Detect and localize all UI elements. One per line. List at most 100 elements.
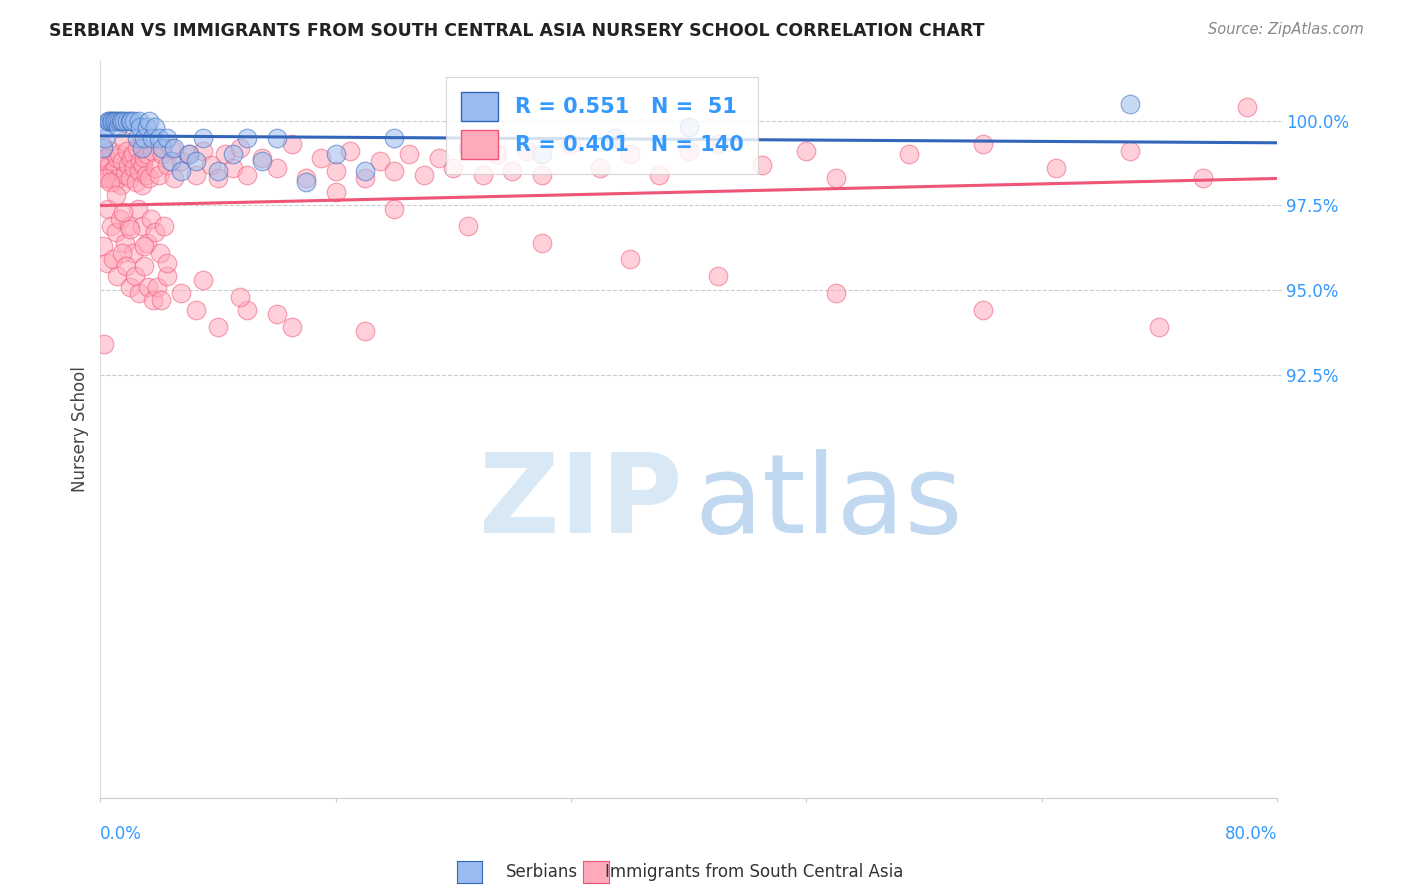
Point xyxy=(94,168,117,182)
Point xyxy=(120,222,142,236)
Point xyxy=(1236,100,1258,114)
Point xyxy=(1119,144,1142,158)
Point xyxy=(110,113,132,128)
Point xyxy=(427,151,450,165)
Point xyxy=(148,168,170,182)
Point xyxy=(207,164,229,178)
Point xyxy=(111,154,134,169)
Point xyxy=(104,161,127,175)
Point xyxy=(108,147,131,161)
Point xyxy=(131,141,153,155)
Point xyxy=(1147,320,1170,334)
Point xyxy=(132,259,155,273)
Point xyxy=(91,239,114,253)
Point xyxy=(150,141,173,155)
Point xyxy=(148,130,170,145)
Point xyxy=(98,113,121,128)
Point xyxy=(122,113,145,128)
Point xyxy=(136,279,159,293)
Point xyxy=(128,113,150,128)
Point xyxy=(97,113,120,128)
Point xyxy=(115,259,138,273)
Point xyxy=(354,324,377,338)
Text: 80.0%: 80.0% xyxy=(1225,825,1277,843)
Point xyxy=(132,158,155,172)
Point xyxy=(339,144,361,158)
Point xyxy=(124,175,146,189)
Point xyxy=(150,293,173,307)
Point xyxy=(184,168,207,182)
Point xyxy=(441,161,464,175)
Point xyxy=(170,154,193,169)
Point xyxy=(127,141,149,155)
Point xyxy=(457,141,479,155)
Point xyxy=(107,171,129,186)
Point xyxy=(104,226,127,240)
Point xyxy=(111,113,134,128)
Point xyxy=(136,147,159,161)
Point xyxy=(160,154,183,169)
Point xyxy=(112,205,135,219)
Point xyxy=(170,164,193,178)
Point xyxy=(751,158,773,172)
Point xyxy=(101,113,124,128)
Point xyxy=(236,168,259,182)
Point xyxy=(214,147,236,161)
Point xyxy=(101,252,124,267)
Point xyxy=(193,273,215,287)
Point xyxy=(155,256,177,270)
Point xyxy=(560,137,582,152)
Point xyxy=(530,235,553,250)
Point xyxy=(115,144,138,158)
Point xyxy=(94,130,117,145)
Point xyxy=(250,154,273,169)
Point xyxy=(120,113,142,128)
Point xyxy=(266,307,288,321)
Point xyxy=(177,147,200,161)
Point xyxy=(120,279,142,293)
Point xyxy=(138,113,160,128)
Point xyxy=(368,154,391,169)
Point xyxy=(530,147,553,161)
Point xyxy=(108,113,131,128)
Point xyxy=(118,219,141,233)
Point xyxy=(127,130,149,145)
Text: 0.0%: 0.0% xyxy=(100,825,142,843)
Point xyxy=(707,137,730,152)
Point xyxy=(93,337,115,351)
Point xyxy=(354,164,377,178)
Point xyxy=(146,279,169,293)
Point xyxy=(124,269,146,284)
Point xyxy=(325,164,347,178)
Point xyxy=(142,293,165,307)
Point xyxy=(236,303,259,318)
Point xyxy=(794,144,817,158)
Text: Immigrants from South Central Asia: Immigrants from South Central Asia xyxy=(605,863,903,881)
Point xyxy=(280,320,302,334)
Text: SERBIAN VS IMMIGRANTS FROM SOUTH CENTRAL ASIA NURSERY SCHOOL CORRELATION CHART: SERBIAN VS IMMIGRANTS FROM SOUTH CENTRAL… xyxy=(49,22,984,40)
Point xyxy=(486,147,509,161)
Point xyxy=(603,130,626,145)
Point xyxy=(149,245,172,260)
Text: Serbians: Serbians xyxy=(506,863,578,881)
Point xyxy=(100,144,122,158)
Point xyxy=(98,158,121,172)
Point xyxy=(457,219,479,233)
Point xyxy=(972,303,994,318)
Point xyxy=(824,286,846,301)
Point xyxy=(266,161,288,175)
Point xyxy=(135,168,157,182)
Point xyxy=(222,161,245,175)
Point xyxy=(139,211,162,226)
Point xyxy=(131,219,153,233)
Point xyxy=(530,168,553,182)
Point xyxy=(134,239,156,253)
Point xyxy=(412,168,434,182)
Point xyxy=(150,147,173,161)
Point xyxy=(120,151,142,165)
Point xyxy=(101,164,124,178)
Point xyxy=(96,120,118,135)
Point xyxy=(229,290,252,304)
Point xyxy=(280,137,302,152)
Point xyxy=(134,130,156,145)
